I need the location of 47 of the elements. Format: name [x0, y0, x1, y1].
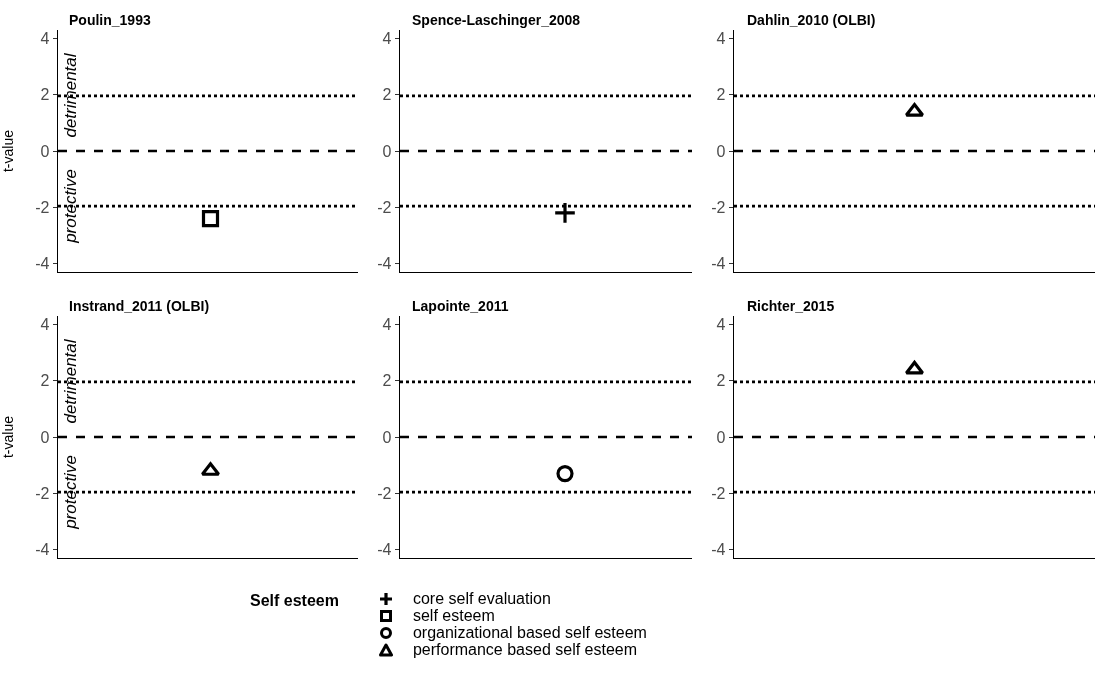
y-tick-label: 0	[716, 142, 726, 160]
y-tick-label: 2	[382, 372, 392, 390]
y-tick-label: 2	[716, 372, 726, 390]
annotation: detrimental	[60, 52, 80, 138]
y-tick-label: -2	[35, 484, 50, 502]
annotation: detrimental	[60, 338, 80, 424]
y-tick-label: -2	[711, 484, 726, 502]
legend-title: Self esteem	[250, 592, 339, 611]
y-tick-label: -4	[711, 541, 726, 559]
y-tick-label: -4	[35, 541, 50, 559]
y-tick-label: 4	[716, 30, 726, 48]
y-tick-label: 0	[716, 428, 726, 446]
y-axis-title: t-value	[0, 415, 16, 459]
y-tick-label: 4	[40, 316, 50, 334]
y-tick-label: 4	[716, 316, 726, 334]
y-tick-label: 0	[382, 142, 392, 160]
y-tick-label: 2	[40, 372, 50, 390]
chart-title: Poulin_1993	[69, 12, 151, 28]
annotation: protective	[60, 169, 80, 244]
legend-label: core self evaluation	[412, 589, 551, 608]
y-tick-label: -2	[711, 198, 726, 216]
y-tick-label: 0	[40, 142, 50, 160]
annotation: protective	[60, 455, 80, 530]
y-tick-label: 4	[382, 316, 392, 334]
y-tick-label: 2	[382, 86, 392, 104]
y-tick-label: 0	[382, 428, 392, 446]
y-tick-label: -4	[35, 255, 50, 273]
y-tick-label: 0	[40, 428, 50, 446]
y-tick-label: 4	[40, 30, 50, 48]
y-tick-label: 4	[382, 30, 392, 48]
y-tick-label: 2	[40, 86, 50, 104]
legend-label: performance based self esteem	[412, 640, 638, 659]
legend-label: self esteem	[412, 606, 495, 625]
chart-title: Lapointe_2011	[412, 298, 509, 314]
y-tick-label: -4	[377, 541, 392, 559]
y-tick-label: -2	[377, 484, 392, 502]
y-tick-label: 2	[716, 86, 726, 104]
text: organizational based self esteem	[412, 623, 647, 642]
chart-title: Instrand_2011 (OLBI)	[69, 298, 210, 314]
y-tick-label: -4	[377, 255, 392, 273]
chart-title: Spence-Laschinger_2008	[412, 12, 581, 28]
y-tick-label: -4	[711, 255, 726, 273]
y-tick-label: -2	[35, 198, 50, 216]
y-axis-title: t-value	[0, 129, 16, 173]
chart-title: Dahlin_2010 (OLBI)	[747, 12, 876, 28]
y-tick-label: -2	[377, 198, 392, 216]
chart-title: Richter_2015	[747, 298, 835, 314]
